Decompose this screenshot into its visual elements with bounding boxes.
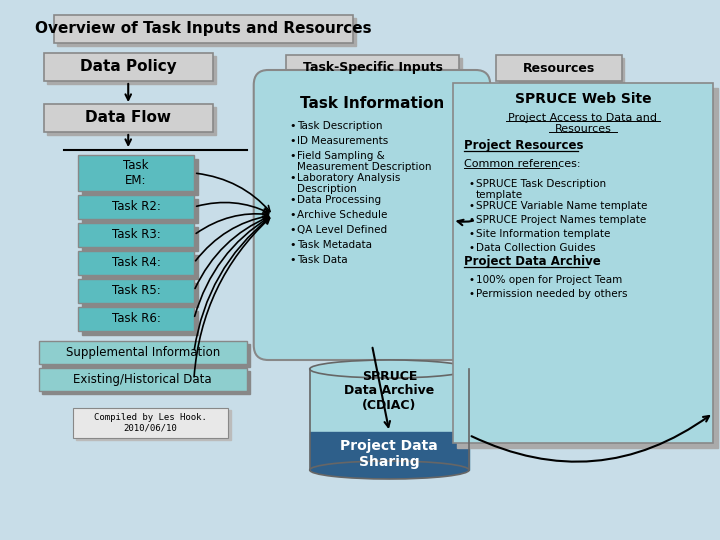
Bar: [44, 104, 213, 132]
Text: Description: Description: [297, 184, 357, 194]
Text: Laboratory Analysis: Laboratory Analysis: [297, 173, 400, 183]
Bar: [82, 227, 198, 251]
Bar: [57, 18, 356, 46]
Bar: [42, 371, 250, 394]
Bar: [78, 307, 194, 331]
Text: Data Processing: Data Processing: [297, 195, 382, 205]
Text: Task Metadata: Task Metadata: [297, 240, 372, 250]
Text: Field Sampling &: Field Sampling &: [297, 151, 385, 161]
Bar: [42, 344, 250, 367]
Text: •: •: [289, 173, 296, 183]
Text: •: •: [289, 210, 296, 220]
Bar: [82, 255, 198, 279]
Bar: [73, 408, 228, 438]
Text: Data Collection Guides: Data Collection Guides: [476, 243, 595, 253]
Text: Task R6:: Task R6:: [112, 313, 161, 326]
Text: Project Data
Sharing: Project Data Sharing: [341, 439, 438, 469]
Text: •: •: [468, 215, 474, 225]
Text: QA Level Defined: QA Level Defined: [297, 225, 387, 235]
Text: Task R5:: Task R5:: [112, 285, 161, 298]
Text: SPRUCE Web Site: SPRUCE Web Site: [515, 92, 651, 106]
Text: SPRUCE
Data Archive
(CDIAC): SPRUCE Data Archive (CDIAC): [344, 369, 434, 413]
Text: •: •: [468, 201, 474, 211]
Text: Task Information: Task Information: [300, 96, 444, 111]
Text: •: •: [289, 121, 296, 131]
Text: Project Access to Data and: Project Access to Data and: [508, 113, 657, 123]
Bar: [78, 195, 194, 219]
Bar: [82, 283, 198, 307]
Text: Task Data: Task Data: [297, 255, 348, 265]
Text: Archive Schedule: Archive Schedule: [297, 210, 387, 220]
Text: Data Policy: Data Policy: [80, 59, 176, 75]
Text: Task
EM:: Task EM:: [123, 159, 149, 187]
Text: SPRUCE Task Description: SPRUCE Task Description: [476, 179, 606, 189]
Text: Task R2:: Task R2:: [112, 200, 161, 213]
Text: •: •: [289, 136, 296, 146]
Text: •: •: [468, 289, 474, 299]
Text: •: •: [468, 229, 474, 239]
Bar: [457, 88, 718, 448]
Text: Resources: Resources: [554, 124, 611, 134]
Bar: [78, 279, 194, 303]
Bar: [76, 410, 230, 440]
Text: •: •: [468, 275, 474, 285]
Bar: [78, 251, 194, 275]
Bar: [310, 369, 469, 470]
Text: ID Measurements: ID Measurements: [297, 136, 388, 146]
Text: •: •: [289, 255, 296, 265]
Text: •: •: [289, 151, 296, 161]
Bar: [78, 223, 194, 247]
Text: Task R3:: Task R3:: [112, 228, 161, 241]
Text: 100% open for Project Team: 100% open for Project Team: [476, 275, 622, 285]
Bar: [286, 55, 459, 81]
Bar: [496, 55, 621, 81]
Bar: [47, 107, 216, 135]
Bar: [78, 155, 194, 191]
Text: Measurement Description: Measurement Description: [297, 162, 432, 172]
FancyBboxPatch shape: [253, 70, 490, 360]
Text: Project Resources: Project Resources: [464, 139, 584, 152]
Text: Data Flow: Data Flow: [85, 111, 171, 125]
Text: Task R4:: Task R4:: [112, 256, 161, 269]
Ellipse shape: [310, 360, 469, 378]
Bar: [40, 368, 247, 391]
Text: SPRUCE Variable Name template: SPRUCE Variable Name template: [476, 201, 647, 211]
Bar: [82, 311, 198, 335]
Bar: [499, 58, 624, 84]
Text: Task Description: Task Description: [297, 121, 382, 131]
Text: Project Data Archive: Project Data Archive: [464, 255, 601, 268]
Text: Overview of Task Inputs and Resources: Overview of Task Inputs and Resources: [35, 22, 372, 37]
Text: Task-Specific Inputs: Task-Specific Inputs: [302, 62, 442, 75]
Text: •: •: [289, 240, 296, 250]
Bar: [40, 341, 247, 364]
Bar: [54, 15, 354, 43]
Text: Site Information template: Site Information template: [476, 229, 610, 239]
Bar: [289, 58, 462, 84]
Ellipse shape: [310, 461, 469, 479]
Text: •: •: [468, 243, 474, 253]
Text: •: •: [289, 195, 296, 205]
Text: Resources: Resources: [523, 62, 595, 75]
Bar: [453, 83, 714, 443]
Text: template: template: [476, 190, 523, 200]
Text: Common references:: Common references:: [464, 159, 580, 169]
Text: SPRUCE Project Names template: SPRUCE Project Names template: [476, 215, 646, 225]
Text: Existing/Historical Data: Existing/Historical Data: [73, 373, 212, 386]
Bar: [47, 56, 216, 84]
Text: •: •: [289, 225, 296, 235]
Bar: [44, 53, 213, 81]
Text: Permission needed by others: Permission needed by others: [476, 289, 627, 299]
Bar: [310, 432, 469, 470]
Bar: [82, 159, 198, 195]
Bar: [82, 199, 198, 223]
Text: Supplemental Information: Supplemental Information: [66, 346, 220, 359]
Text: Compiled by Les Hook.
2010/06/10: Compiled by Les Hook. 2010/06/10: [94, 413, 207, 433]
Text: •: •: [468, 179, 474, 189]
